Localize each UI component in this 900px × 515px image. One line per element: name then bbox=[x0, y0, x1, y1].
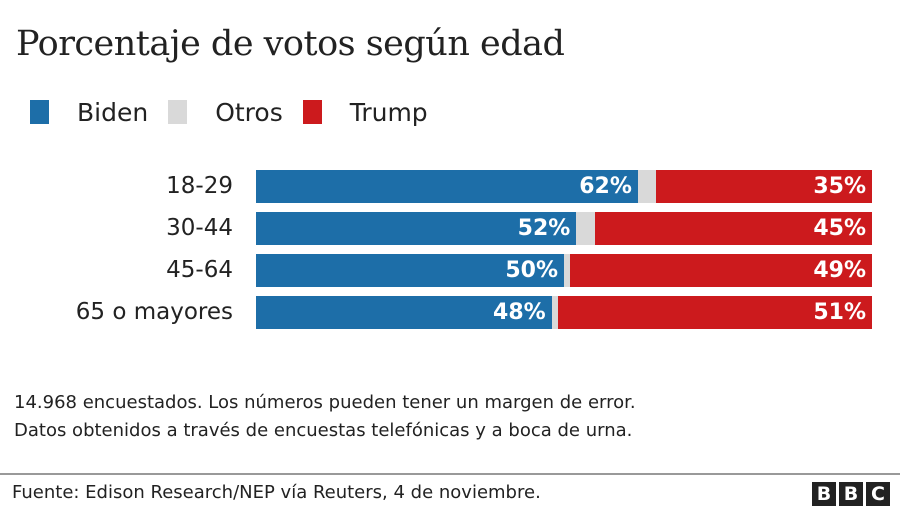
legend-label-trump: Trump bbox=[349, 97, 428, 127]
stacked-bar-chart: 18-29 62% 35% 30-44 52% 45% 45-64 50% 49% 65 o ma… bbox=[75, 170, 872, 329]
category-label: 65 o mayores bbox=[75, 299, 233, 325]
legend-label-biden: Biden bbox=[77, 97, 149, 127]
bar-segment-biden bbox=[256, 296, 552, 329]
legend-item-trump: Trump bbox=[302, 97, 428, 127]
legend-swatch-biden bbox=[30, 100, 49, 124]
bar-segment-trump bbox=[594, 212, 872, 245]
source-text: Fuente: Edison Research/NEP vía Reuters,… bbox=[12, 482, 541, 503]
footer-divider bbox=[0, 473, 900, 475]
bar-segment-otros bbox=[564, 254, 571, 287]
bar-segment-otros bbox=[637, 170, 657, 203]
value-label-trump: 51% bbox=[813, 300, 866, 325]
bar-segment-otros bbox=[551, 296, 558, 329]
bar-segment-trump bbox=[570, 254, 872, 287]
bbc-logo-letter: B bbox=[812, 482, 836, 506]
chart-title: Porcentaje de votos según edad bbox=[16, 24, 565, 64]
category-label: 30-44 bbox=[166, 215, 233, 241]
bar-segment-otros bbox=[576, 212, 595, 245]
bar-segment-trump bbox=[557, 296, 872, 329]
value-label-trump: 49% bbox=[813, 258, 866, 283]
value-label-biden: 52% bbox=[517, 216, 571, 241]
note-methodology: Datos obtenidos a través de encuestas te… bbox=[14, 420, 633, 441]
note-respondents: 14.968 encuestados. Los números pueden t… bbox=[14, 392, 636, 413]
value-label-biden: 48% bbox=[493, 300, 546, 325]
bbc-logo-letter: B bbox=[839, 482, 863, 506]
category-label: 45-64 bbox=[166, 257, 233, 283]
legend-item-biden: Biden bbox=[30, 98, 148, 127]
legend: Biden Otros Trump bbox=[30, 96, 448, 128]
value-label-trump: 35% bbox=[813, 174, 866, 199]
value-label-biden: 50% bbox=[505, 258, 558, 283]
category-label: 18-29 bbox=[166, 173, 233, 199]
legend-label-otros: Otros bbox=[215, 97, 283, 127]
bbc-logo: B B C bbox=[812, 482, 893, 506]
bar-segment-biden bbox=[256, 170, 638, 203]
legend-swatch-otros bbox=[168, 100, 188, 124]
bar-segment-biden bbox=[256, 254, 564, 287]
bbc-logo-letter: C bbox=[866, 482, 890, 506]
bar-segment-biden bbox=[256, 212, 577, 245]
value-label-biden: 62% bbox=[579, 174, 632, 199]
legend-swatch-trump bbox=[302, 100, 322, 124]
legend-item-otros: Otros bbox=[168, 98, 283, 127]
bar-segment-trump bbox=[656, 170, 872, 203]
value-label-trump: 45% bbox=[813, 216, 866, 241]
